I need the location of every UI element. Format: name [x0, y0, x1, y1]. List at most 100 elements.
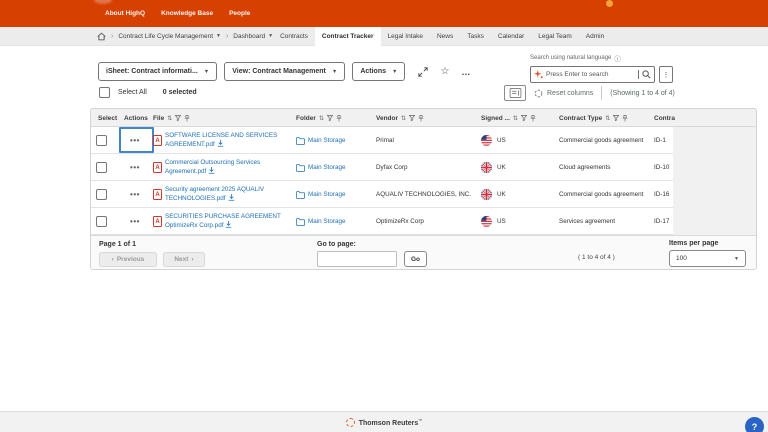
expand-fullscreen-icon[interactable] [418, 66, 429, 77]
download-icon[interactable] [217, 140, 224, 147]
search-box [530, 66, 655, 83]
pin-icon[interactable] [418, 114, 424, 122]
contract-type-cell: Cloud agreements [559, 164, 611, 171]
breadcrumb-separator: › [225, 32, 229, 40]
more-options-icon[interactable]: … [461, 66, 472, 77]
row-actions-icon[interactable]: ••• [130, 136, 140, 145]
actions-button[interactable]: Actions ▼ [352, 62, 406, 81]
go-button[interactable]: Go [404, 251, 427, 267]
signed-cell: UK [481, 181, 506, 208]
row-checkbox[interactable] [96, 162, 107, 173]
tab-news[interactable]: News [436, 32, 454, 40]
download-icon[interactable] [228, 194, 235, 201]
search-kebab-menu-icon[interactable]: ⋮ [659, 66, 673, 83]
row-checkbox-cell [96, 208, 107, 235]
items-per-page-select[interactable]: 100 ▼ [669, 250, 746, 267]
download-icon[interactable] [225, 221, 232, 228]
file-link[interactable]: Commercial Outsourcing Services Agreemen… [165, 159, 261, 175]
table-row: ••• A SOFTWARE LICENSE AND SERVICES AGRE… [91, 127, 673, 154]
reset-columns-button[interactable]: Reset columns [534, 89, 593, 98]
pin-icon[interactable] [336, 114, 342, 122]
tab-calendar[interactable]: Calendar [497, 32, 525, 40]
row-checkbox-cell [96, 127, 107, 154]
favorite-star-icon[interactable]: ☆ [440, 65, 450, 77]
table-row: ••• A Commercial Outsourcing Services Ag… [91, 154, 673, 181]
row-checkbox[interactable] [96, 216, 107, 227]
breadcrumb-dashboard[interactable]: Dashboard ▼ [233, 33, 273, 40]
search-icon[interactable] [638, 70, 654, 79]
view-selector-button[interactable]: View: Contract Management ▼ [224, 62, 346, 81]
chevron-right-icon: › [191, 256, 194, 263]
table-view-icon[interactable] [504, 85, 526, 101]
folder-link[interactable]: Main Storage [296, 127, 345, 154]
tab-admin[interactable]: Admin [585, 32, 605, 40]
help-button[interactable]: ? [745, 417, 764, 432]
menu-knowledge-base[interactable]: Knowledge Base [161, 10, 214, 17]
tab-contracts[interactable]: Contracts [280, 32, 308, 40]
header-vendor[interactable]: Vendor ⇅ [376, 109, 424, 127]
breadcrumb-dashboard-label: Dashboard [233, 32, 266, 40]
row-actions-icon[interactable]: ••• [130, 217, 140, 226]
file-link[interactable]: SECURITIES PURCHASE AGREEMENT OptimizeRx… [165, 213, 281, 229]
pin-icon[interactable] [530, 114, 536, 122]
row-actions-cell: ••• [124, 127, 146, 154]
menu-people[interactable]: People [229, 10, 251, 17]
filter-icon[interactable] [175, 115, 182, 121]
vendor-cell: Dyfax Corp [376, 164, 408, 171]
sort-icon[interactable]: ⇅ [318, 115, 324, 122]
divider [601, 86, 603, 100]
chevron-down-icon: ▼ [331, 68, 338, 75]
folder-link[interactable]: Main Storage [296, 154, 345, 181]
previous-page-button[interactable]: ‹ Previous [99, 252, 157, 267]
chevron-down-icon: ▼ [203, 68, 210, 75]
sort-icon[interactable]: ⇅ [512, 115, 518, 122]
ai-sparkle-icon [534, 70, 543, 79]
row-checkbox[interactable] [96, 135, 107, 146]
breadcrumb-site[interactable]: Contract Life Cycle Management ▼ [118, 33, 221, 40]
filter-icon[interactable] [326, 115, 333, 121]
row-actions-icon[interactable]: ••• [130, 190, 140, 199]
filter-icon[interactable] [520, 115, 527, 121]
sort-icon[interactable]: ⇅ [401, 115, 407, 122]
tab-legal-intake[interactable]: Legal Intake [387, 32, 423, 40]
info-icon[interactable]: ⓘ [614, 56, 621, 63]
header-contract-type[interactable]: Contract Type ⇅ [559, 109, 628, 127]
search-input[interactable] [543, 71, 638, 78]
pin-icon[interactable] [622, 114, 628, 122]
next-page-button[interactable]: Next › [163, 252, 205, 267]
pagination-bar: Page 1 of 1 ‹ Previous Next › Go to page: … [91, 235, 756, 269]
breadcrumb-site-label: Contract Life Cycle Management [118, 32, 213, 40]
contract-type-cell: Commercial goods agreement [559, 137, 644, 144]
contract-id-cell: ID-16 [654, 191, 670, 198]
top-app-bar: About HighQ Knowledge Base People [0, 0, 768, 27]
filter-icon[interactable] [613, 115, 620, 121]
folder-link[interactable]: Main Storage [296, 208, 345, 235]
row-checkbox[interactable] [96, 189, 107, 200]
tab-legal-team[interactable]: Legal Team [538, 32, 572, 40]
folder-link[interactable]: Main Storage [296, 181, 345, 208]
header-file[interactable]: File ⇅ [153, 109, 190, 127]
menu-about-highq[interactable]: About HighQ [105, 10, 146, 17]
header-folder[interactable]: Folder ⇅ [296, 109, 342, 127]
vendor-cell: Primal [376, 137, 394, 144]
download-icon[interactable] [208, 167, 215, 174]
tab-tasks[interactable]: Tasks [467, 32, 484, 40]
header-contract-id[interactable]: Contra [654, 114, 675, 122]
folder-icon [296, 217, 305, 226]
file-link[interactable]: SOFTWARE LICENSE AND SERVICES AGREEMENT.… [165, 132, 278, 148]
sort-icon[interactable]: ⇅ [605, 115, 611, 122]
isheet-selector-button[interactable]: iSheet: Contract informati... ▼ [98, 62, 218, 81]
goto-page-input[interactable] [317, 251, 397, 267]
header-signed[interactable]: Signed ... ⇅ [481, 109, 536, 127]
tab-contract-tracker[interactable]: Contract Tracker [314, 26, 381, 46]
select-all-checkbox[interactable] [99, 87, 110, 98]
view-selector-label: View: Contract Management [232, 68, 326, 75]
pin-icon[interactable] [184, 114, 190, 122]
notification-dot [606, 0, 613, 7]
sort-icon[interactable]: ⇅ [167, 115, 173, 122]
home-icon[interactable] [97, 32, 106, 41]
row-actions-icon[interactable]: ••• [130, 163, 140, 172]
filter-icon[interactable] [409, 115, 416, 121]
file-link[interactable]: Security agreement 2025 AQUALIV TECHNOLO… [165, 186, 265, 202]
